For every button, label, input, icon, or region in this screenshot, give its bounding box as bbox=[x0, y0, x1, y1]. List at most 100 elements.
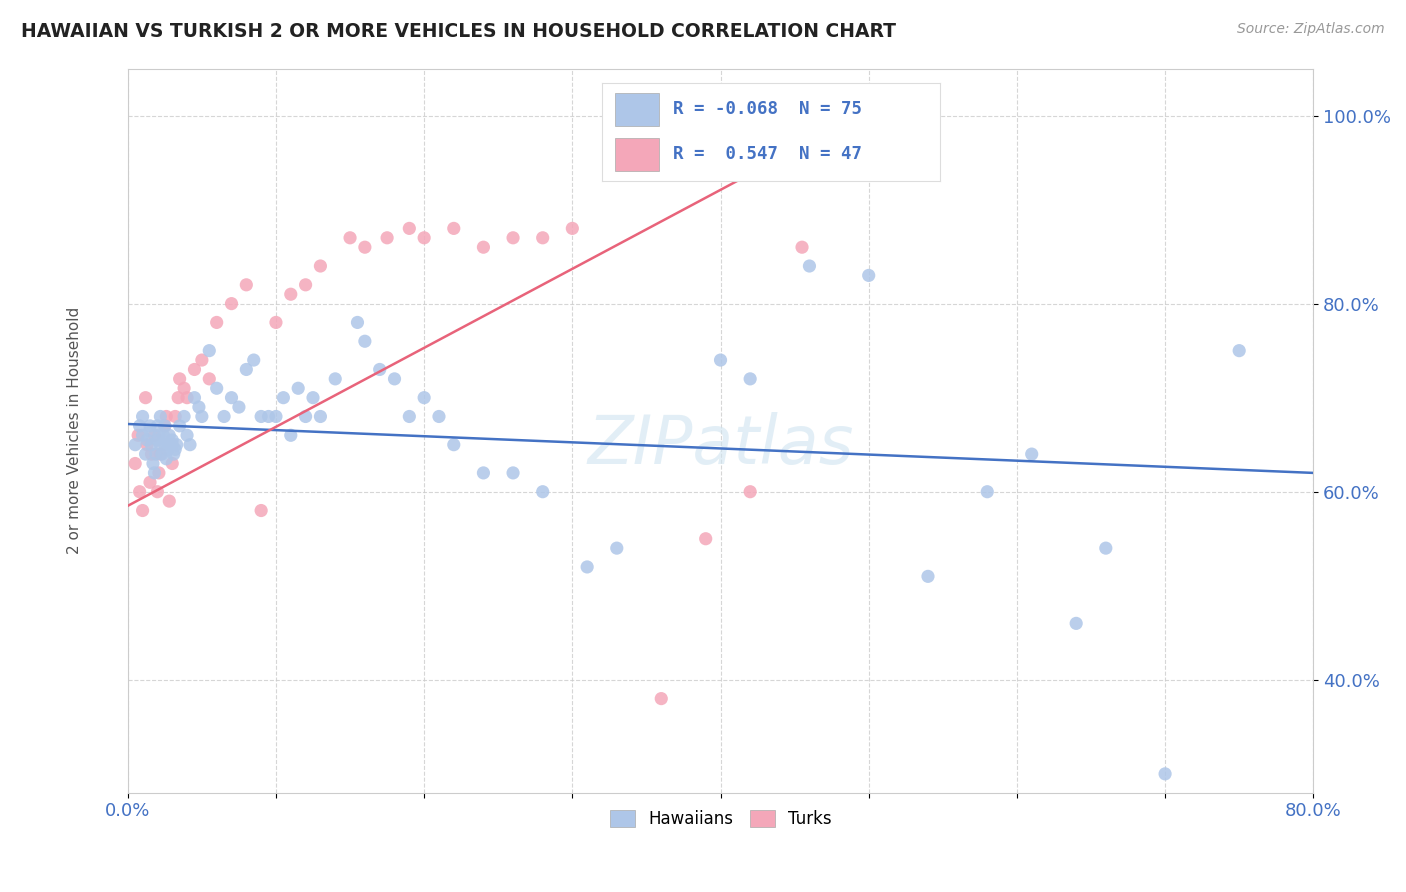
Point bbox=[146, 418, 169, 433]
Point bbox=[294, 409, 316, 424]
Point bbox=[128, 484, 150, 499]
Point bbox=[221, 296, 243, 310]
Point bbox=[257, 409, 280, 424]
Point bbox=[169, 418, 191, 433]
Point bbox=[191, 409, 214, 424]
Point bbox=[191, 353, 214, 368]
Point bbox=[139, 424, 162, 438]
Point bbox=[198, 372, 221, 386]
Point bbox=[502, 231, 524, 245]
Point bbox=[250, 503, 273, 517]
Point bbox=[135, 391, 157, 405]
Point bbox=[212, 409, 235, 424]
Point bbox=[148, 466, 170, 480]
Point bbox=[198, 343, 221, 358]
Point bbox=[131, 428, 153, 442]
Point bbox=[146, 484, 169, 499]
Point bbox=[287, 381, 309, 395]
Point bbox=[1064, 616, 1087, 631]
Point bbox=[398, 409, 420, 424]
Point bbox=[139, 475, 162, 490]
Text: 2 or more Vehicles in Household: 2 or more Vehicles in Household bbox=[67, 307, 82, 554]
Point bbox=[156, 442, 179, 457]
Point bbox=[502, 466, 524, 480]
Point bbox=[124, 438, 146, 452]
Point bbox=[141, 447, 163, 461]
Point bbox=[242, 353, 264, 368]
Point bbox=[183, 391, 205, 405]
Point bbox=[143, 428, 166, 442]
Point bbox=[146, 433, 169, 447]
Point bbox=[427, 409, 450, 424]
Point bbox=[150, 447, 173, 461]
Point bbox=[145, 447, 167, 461]
Point bbox=[228, 400, 250, 414]
Point bbox=[205, 381, 228, 395]
Point bbox=[160, 438, 183, 452]
Point bbox=[976, 484, 998, 499]
Point bbox=[124, 457, 146, 471]
Point bbox=[221, 391, 243, 405]
Point bbox=[531, 484, 554, 499]
Point bbox=[165, 409, 187, 424]
Point bbox=[472, 466, 495, 480]
Point bbox=[264, 315, 287, 329]
Point bbox=[136, 438, 159, 452]
Point bbox=[165, 442, 187, 457]
Legend: Hawaiians, Turks: Hawaiians, Turks bbox=[603, 804, 838, 835]
Text: HAWAIIAN VS TURKISH 2 OR MORE VEHICLES IN HOUSEHOLD CORRELATION CHART: HAWAIIAN VS TURKISH 2 OR MORE VEHICLES I… bbox=[21, 22, 896, 41]
Point bbox=[160, 433, 183, 447]
Point bbox=[235, 277, 257, 292]
Point bbox=[148, 428, 170, 442]
Point bbox=[143, 466, 166, 480]
Point bbox=[131, 503, 153, 517]
Point bbox=[799, 259, 821, 273]
Point bbox=[153, 418, 176, 433]
Point bbox=[187, 400, 209, 414]
Point bbox=[917, 569, 939, 583]
Point bbox=[398, 221, 420, 235]
Point bbox=[531, 231, 554, 245]
Point bbox=[235, 362, 257, 376]
Point bbox=[323, 372, 346, 386]
Point bbox=[375, 231, 398, 245]
Point bbox=[149, 438, 172, 452]
Text: Source: ZipAtlas.com: Source: ZipAtlas.com bbox=[1237, 22, 1385, 37]
Point bbox=[280, 287, 302, 301]
Point bbox=[179, 438, 201, 452]
Point bbox=[264, 409, 287, 424]
Point bbox=[443, 221, 465, 235]
Point bbox=[166, 438, 188, 452]
Point bbox=[160, 457, 183, 471]
Point bbox=[740, 372, 762, 386]
Point bbox=[205, 315, 228, 329]
Point bbox=[183, 362, 205, 376]
Point bbox=[413, 391, 436, 405]
Point bbox=[790, 240, 813, 254]
Point bbox=[1021, 447, 1043, 461]
Point bbox=[606, 541, 628, 556]
Point bbox=[443, 438, 465, 452]
Point bbox=[135, 447, 157, 461]
Point bbox=[157, 494, 180, 508]
Point bbox=[346, 315, 368, 329]
Point bbox=[384, 372, 406, 386]
Text: ZIPatlas: ZIPatlas bbox=[588, 412, 853, 478]
Point bbox=[858, 268, 880, 283]
Point bbox=[472, 240, 495, 254]
Point bbox=[153, 438, 176, 452]
Point bbox=[149, 409, 172, 424]
Point bbox=[740, 484, 762, 499]
Point bbox=[176, 391, 198, 405]
Point bbox=[157, 428, 180, 442]
Point bbox=[368, 362, 391, 376]
Point bbox=[173, 409, 195, 424]
Point bbox=[163, 447, 186, 461]
Point bbox=[294, 277, 316, 292]
Point bbox=[131, 409, 153, 424]
Point bbox=[1154, 767, 1177, 781]
Point bbox=[842, 128, 865, 142]
Point bbox=[576, 560, 599, 574]
Point bbox=[157, 438, 180, 452]
Point bbox=[142, 457, 165, 471]
